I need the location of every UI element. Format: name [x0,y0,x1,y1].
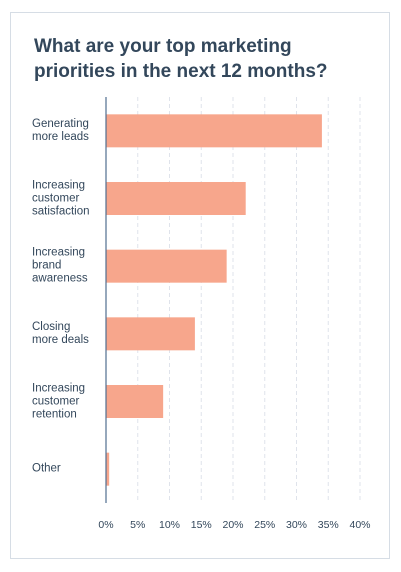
x-tick-label: 0% [98,519,113,531]
y-tick-label: Other [32,462,61,475]
bar [106,249,227,283]
x-tick-label: 10% [159,519,180,531]
chart-title: What are your top marketing priorities i… [34,36,328,82]
y-tick-label: Generating more leads [32,117,89,143]
bar [106,385,164,418]
bar [106,452,110,486]
y-tick-label: Closing more deals [32,320,89,346]
x-tick-label: 20% [222,519,243,531]
bar [106,317,195,351]
y-tick-label: Increasing customer satisfaction [32,179,90,217]
bar [106,182,246,215]
y-tick-label: Increasing brand awareness [32,246,88,285]
x-tick-label: 40% [349,519,370,531]
x-tick-label: 5% [130,519,145,531]
x-tick-label: 30% [286,519,307,531]
x-tick-label: 15% [191,519,212,531]
bar [106,114,322,148]
x-tick-label: 35% [318,519,339,531]
x-tick-label: 25% [254,519,275,531]
y-tick-label: Increasing customer retention [32,382,86,420]
card [10,12,390,559]
